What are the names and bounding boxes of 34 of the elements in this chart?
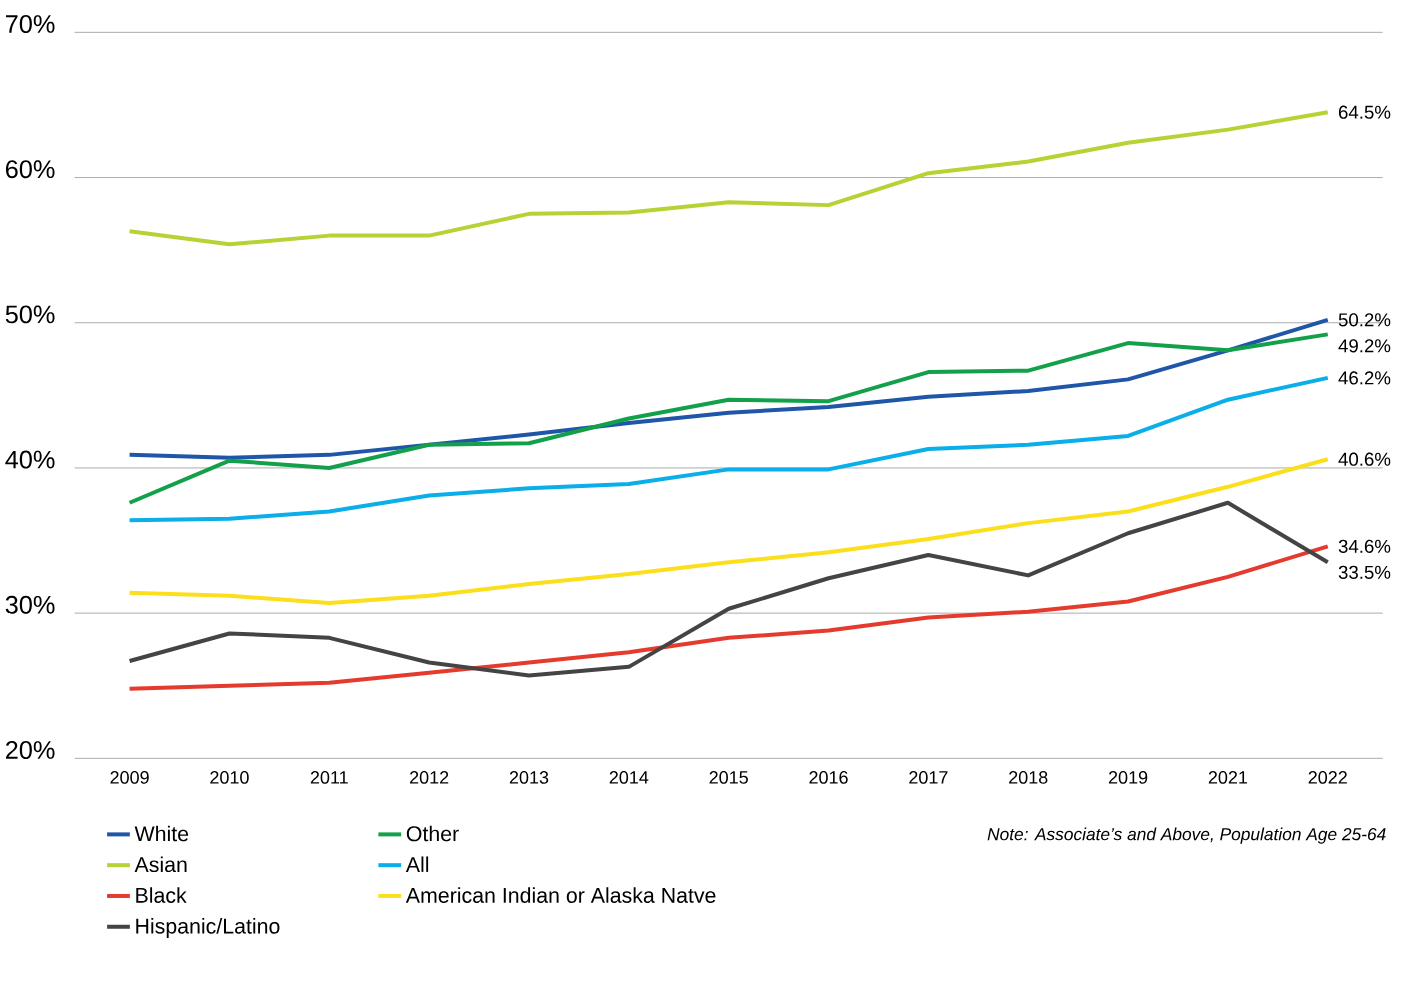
x-tick-label: 2013 (509, 771, 549, 784)
x-tick-label: 2010 (210, 771, 249, 784)
x-tick-label: 2016 (809, 771, 848, 784)
x-tick-label: 2017 (909, 771, 948, 784)
data-label: 46.2% (1338, 371, 1391, 385)
y-tick-label: 20% (5, 741, 55, 759)
data-label: 64.5% (1338, 105, 1391, 119)
x-tick-label: 2015 (709, 771, 748, 784)
y-tick-label: 60% (5, 160, 55, 179)
x-tick-label: 2021 (1208, 771, 1248, 784)
x-tick-label: 2011 (310, 771, 348, 784)
y-tick-label: 70% (6, 15, 55, 33)
legend-label: White (134, 825, 189, 842)
data-label: 50.2% (1338, 313, 1391, 327)
legend-label: Other (406, 825, 459, 842)
legend-label: American Indian or Alaska Natve (405, 887, 716, 903)
x-tick-label: 2022 (1308, 771, 1347, 784)
legend-label: Hispanic/Latino (136, 918, 280, 938)
data-label: 40.6% (1338, 452, 1391, 466)
x-tick-label: 2009 (110, 771, 149, 784)
legend-label: Black (136, 887, 187, 903)
x-tick-label: 2014 (609, 771, 649, 784)
x-tick-label: 2012 (410, 771, 449, 784)
y-tick-label: 30% (5, 595, 55, 614)
x-tick-label: 2018 (1009, 771, 1048, 784)
x-tick-label: 2019 (1108, 771, 1148, 784)
y-tick-label: 40% (5, 450, 55, 469)
legend-label: All (405, 856, 429, 872)
data-label: 49.2% (1338, 339, 1391, 353)
data-label: 33.5% (1338, 565, 1391, 579)
text: Note: Associate’s and Above, Population Age 25-64 (987, 827, 1386, 844)
y-tick-label: 50% (5, 305, 55, 324)
data-label: 34.6% (1338, 539, 1391, 553)
legend-label: Asian (134, 856, 187, 873)
